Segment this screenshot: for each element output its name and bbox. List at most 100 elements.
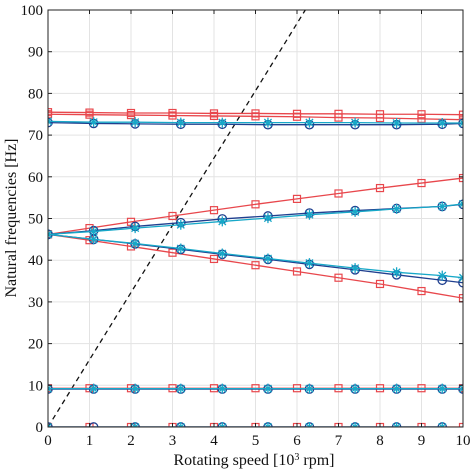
x-axis-label-suffix: rpm]	[299, 452, 334, 469]
x-tick-label: 0	[44, 433, 52, 449]
square-marker	[375, 183, 385, 193]
square-marker	[168, 111, 177, 120]
square-marker	[126, 110, 136, 120]
y-tick-label: 30	[28, 295, 43, 311]
square-marker	[417, 110, 426, 119]
asterisk-marker	[262, 383, 273, 394]
asterisk-marker	[304, 383, 315, 394]
series-line	[48, 113, 463, 121]
y-tick-label: 20	[28, 337, 43, 353]
y-tick-label: 40	[28, 253, 43, 269]
square-marker	[417, 178, 426, 188]
asterisk-marker	[88, 383, 99, 394]
square-marker	[375, 279, 385, 289]
asterisk-marker	[304, 117, 315, 128]
asterisk-marker	[88, 226, 99, 237]
asterisk-marker	[437, 270, 448, 281]
square-marker	[168, 211, 177, 221]
square-marker	[417, 114, 426, 123]
y-tick-label: 0	[36, 420, 44, 436]
x-tick-label: 3	[169, 433, 177, 449]
asterisk-marker	[437, 383, 448, 394]
y-tick-label: 50	[28, 212, 43, 228]
asterisk-marker	[391, 267, 402, 278]
asterisk-marker	[88, 117, 99, 128]
asterisk-marker	[391, 383, 402, 394]
x-tick-label: 2	[127, 433, 135, 449]
y-axis-label: Natural frequencies [Hz]	[3, 138, 20, 297]
asterisk-marker	[175, 117, 186, 128]
x-tick-label: 8	[376, 433, 384, 449]
square-marker	[334, 113, 343, 122]
square-marker	[48, 110, 53, 119]
square-marker	[292, 267, 302, 276]
y-tick-label: 90	[28, 45, 43, 61]
asterisk-marker	[437, 118, 448, 129]
x-axis-label: Rotating speed [103 rpm]	[174, 452, 335, 470]
square-marker	[375, 113, 385, 123]
square-marker	[209, 206, 219, 215]
asterisk-marker	[391, 118, 402, 129]
square-marker	[458, 110, 463, 119]
x-tick-label: 10	[456, 433, 471, 449]
square-marker	[334, 273, 343, 282]
series-red-7	[48, 110, 463, 124]
square-marker	[458, 173, 463, 183]
asterisk-marker	[262, 117, 273, 128]
series-cyan-14	[48, 198, 463, 240]
asterisk-marker	[175, 219, 186, 230]
asterisk-marker	[175, 383, 186, 394]
square-marker	[251, 261, 260, 270]
asterisk-marker	[217, 248, 228, 259]
series-cyan-15	[48, 229, 463, 283]
asterisk-marker	[88, 234, 99, 245]
series-cyan-9	[48, 116, 463, 129]
y-tick-label: 100	[21, 3, 44, 19]
reference-line	[48, 10, 306, 427]
y-tick-label: 70	[28, 128, 43, 144]
asterisk-marker	[437, 201, 448, 212]
x-tick-label: 5	[252, 433, 260, 449]
asterisk-marker	[350, 383, 361, 394]
square-marker	[209, 254, 219, 264]
asterisk-marker	[130, 117, 141, 128]
square-marker	[292, 112, 302, 121]
asterisk-marker	[130, 223, 141, 234]
square-marker	[85, 110, 94, 119]
series-line	[48, 233, 463, 299]
asterisk-marker	[130, 383, 141, 394]
x-axis-label-prefix: Rotating speed [10	[174, 452, 295, 469]
circle-marker	[48, 117, 53, 128]
x-tick-label: 1	[86, 433, 94, 449]
asterisk-marker	[391, 203, 402, 214]
y-tick-label: 60	[28, 170, 43, 186]
square-marker	[458, 294, 463, 303]
square-marker	[417, 286, 426, 296]
asterisk-marker	[217, 117, 228, 128]
asterisk-marker	[262, 253, 273, 264]
asterisk-marker	[217, 383, 228, 394]
x-tick-label: 4	[210, 433, 218, 449]
y-tick-label: 80	[28, 86, 43, 102]
asterisk-marker	[304, 258, 315, 269]
square-marker	[292, 194, 302, 204]
square-marker	[168, 248, 177, 257]
asterisk-marker	[262, 213, 273, 224]
square-marker	[334, 189, 343, 198]
asterisk-marker	[350, 263, 361, 274]
square-marker	[251, 200, 260, 209]
series-cyan-5	[48, 383, 463, 394]
x-tick-label: 6	[293, 433, 301, 449]
asterisk-marker	[350, 206, 361, 217]
asterisk-marker	[217, 216, 228, 227]
square-marker	[251, 112, 260, 121]
asterisk-marker	[130, 238, 141, 249]
x-tick-label: 7	[335, 433, 343, 449]
series-red-10	[48, 173, 463, 239]
y-tick-label: 10	[28, 378, 43, 394]
x-axis-label-superscript: 3	[294, 452, 299, 463]
square-marker	[209, 111, 219, 121]
